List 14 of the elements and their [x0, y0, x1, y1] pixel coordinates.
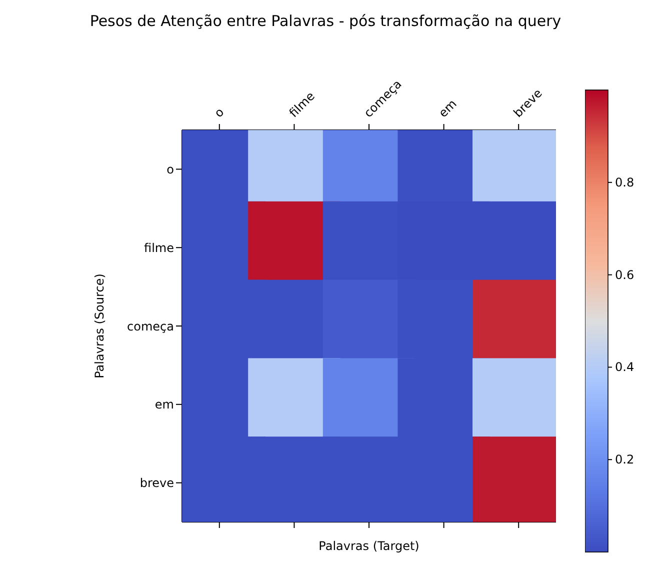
x-tick-label: o [212, 105, 227, 120]
chart-title: Pesos de Atenção entre Palavras - pós transformação na query [88, 12, 562, 30]
y-tick-label: filme [144, 240, 174, 255]
y-axis-title: Palavras (Source) [92, 274, 106, 378]
x-tick-label: em [436, 96, 460, 120]
y-tick-label: em [154, 398, 174, 412]
color-bar-label: 0.6 [615, 268, 634, 282]
color-bar-label: 0.4 [615, 360, 634, 374]
x-axis-title: Palavras (Target) [318, 539, 420, 553]
color-bar-label: 0.8 [615, 175, 634, 190]
y-tick-label: o [166, 162, 174, 176]
y-tick-label: começa [127, 319, 174, 334]
color-bar-label: 0.2 [615, 452, 634, 467]
y-tick-label: breve [140, 476, 174, 490]
